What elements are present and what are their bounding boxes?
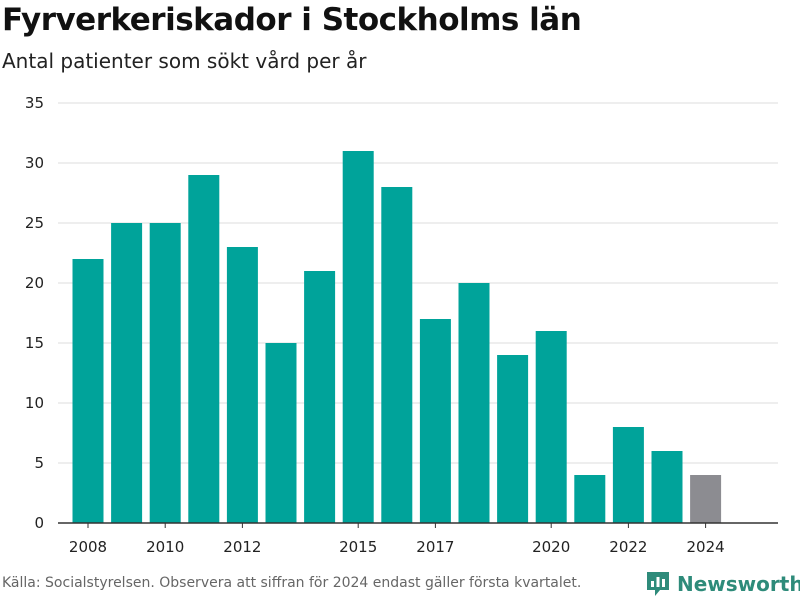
bar-2023[interactable]: [651, 451, 683, 523]
y-tick-label: 35: [25, 94, 44, 112]
bar-2013[interactable]: [265, 343, 297, 523]
bar-2024[interactable]: [690, 475, 722, 523]
y-tick-label: 15: [25, 334, 44, 352]
bar-2015[interactable]: [342, 151, 374, 523]
bar-2022[interactable]: [612, 427, 644, 523]
bar-2009[interactable]: [111, 223, 143, 523]
x-axis: [58, 522, 778, 528]
x-axis-labels: 2008 2010 2012 2015 2017 2020 2022 2024: [69, 538, 725, 556]
bar-2012[interactable]: [226, 247, 258, 523]
y-tick-label: 10: [25, 394, 44, 412]
x-tick-label: 2017: [416, 538, 454, 556]
y-axis-labels: 0 5 10 15 20 25 30 35: [25, 94, 44, 532]
chart-title: Fyrverkeriskador i Stockholms län: [2, 2, 582, 38]
x-tick-label: 2022: [609, 538, 647, 556]
source-note: Källa: Socialstyrelsen. Observera att si…: [2, 575, 582, 591]
bar-2014[interactable]: [304, 271, 336, 523]
y-tick-label: 5: [34, 454, 44, 472]
y-tick-label: 30: [25, 154, 44, 172]
y-tick-label: 25: [25, 214, 44, 232]
x-tick-label: 2008: [69, 538, 107, 556]
chart-subtitle: Antal patienter som sökt vård per år: [2, 49, 367, 73]
x-tick-label: 2015: [339, 538, 377, 556]
bar-2010[interactable]: [149, 223, 181, 523]
bar-2011[interactable]: [188, 175, 220, 523]
x-tick-label: 2010: [146, 538, 184, 556]
logo-text: Newsworthy: [677, 572, 800, 596]
bar-2018[interactable]: [458, 283, 490, 523]
x-tick-label: 2020: [532, 538, 570, 556]
bar-2008[interactable]: [72, 259, 104, 523]
bar-2021[interactable]: [574, 475, 606, 523]
x-tick-label: 2012: [223, 538, 261, 556]
bars: [72, 151, 722, 523]
y-tick-label: 20: [25, 274, 44, 292]
bar-2019[interactable]: [497, 355, 529, 523]
bar-2017[interactable]: [419, 319, 451, 523]
newsworthy-logo[interactable]: Newsworthy: [645, 569, 800, 599]
bar-2020[interactable]: [535, 331, 567, 523]
y-tick-label: 0: [34, 514, 44, 532]
newsworthy-logo-icon: [647, 572, 669, 596]
x-tick-label: 2024: [687, 538, 725, 556]
bar-2016[interactable]: [381, 187, 413, 523]
